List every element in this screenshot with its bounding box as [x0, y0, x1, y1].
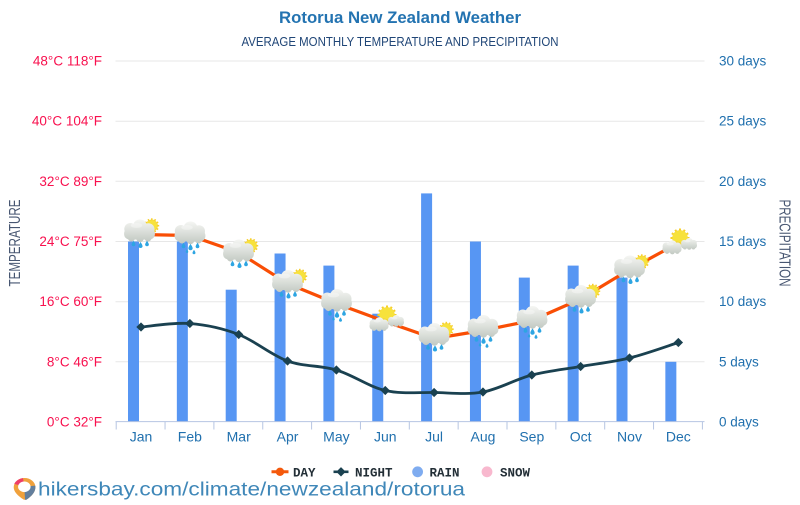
svg-text:Apr: Apr	[277, 429, 299, 445]
svg-text:Nov: Nov	[617, 429, 642, 445]
svg-text:0 days: 0 days	[719, 415, 759, 430]
svg-text:48°C 118°F: 48°C 118°F	[33, 54, 102, 69]
svg-text:Feb: Feb	[178, 429, 202, 445]
svg-text:24°C 75°F: 24°C 75°F	[39, 234, 102, 249]
svg-text:15 days: 15 days	[719, 234, 767, 249]
svg-text:Aug: Aug	[470, 429, 495, 445]
svg-text:May: May	[323, 429, 349, 445]
svg-text:RAIN: RAIN	[430, 466, 460, 480]
svg-text:5 days: 5 days	[719, 354, 759, 369]
svg-text:Sep: Sep	[519, 429, 544, 445]
svg-text:SNOW: SNOW	[500, 466, 531, 480]
svg-text:Jun: Jun	[374, 429, 397, 445]
svg-text:25 days: 25 days	[719, 114, 767, 129]
svg-text:8°C 46°F: 8°C 46°F	[47, 354, 102, 369]
svg-text:AVERAGE MONTHLY TEMPERATURE AN: AVERAGE MONTHLY TEMPERATURE AND PRECIPIT…	[242, 34, 559, 49]
svg-text:DAY: DAY	[293, 466, 316, 480]
svg-text:20 days: 20 days	[719, 174, 767, 189]
svg-text:32°C 89°F: 32°C 89°F	[39, 174, 102, 189]
svg-text:30 days: 30 days	[719, 54, 767, 69]
svg-text:Dec: Dec	[666, 429, 691, 445]
svg-text:Jul: Jul	[425, 429, 443, 445]
svg-text:NIGHT: NIGHT	[355, 466, 393, 480]
svg-text:16°C 60°F: 16°C 60°F	[39, 294, 102, 309]
svg-text:40°C 104°F: 40°C 104°F	[32, 114, 102, 129]
svg-text:hikersbay.com/climate/newzeala: hikersbay.com/climate/newzealand/rotorua	[38, 479, 465, 501]
svg-text:Jan: Jan	[130, 429, 153, 445]
svg-text:0°C 32°F: 0°C 32°F	[47, 415, 102, 430]
svg-text:Mar: Mar	[227, 429, 251, 445]
svg-text:Rotorua New Zealand Weather: Rotorua New Zealand Weather	[279, 8, 521, 27]
svg-text:PRECIPITATION: PRECIPITATION	[776, 200, 793, 287]
svg-text:Oct: Oct	[570, 429, 592, 445]
svg-text:10 days: 10 days	[719, 294, 767, 309]
svg-text:TEMPERATURE: TEMPERATURE	[7, 200, 24, 287]
